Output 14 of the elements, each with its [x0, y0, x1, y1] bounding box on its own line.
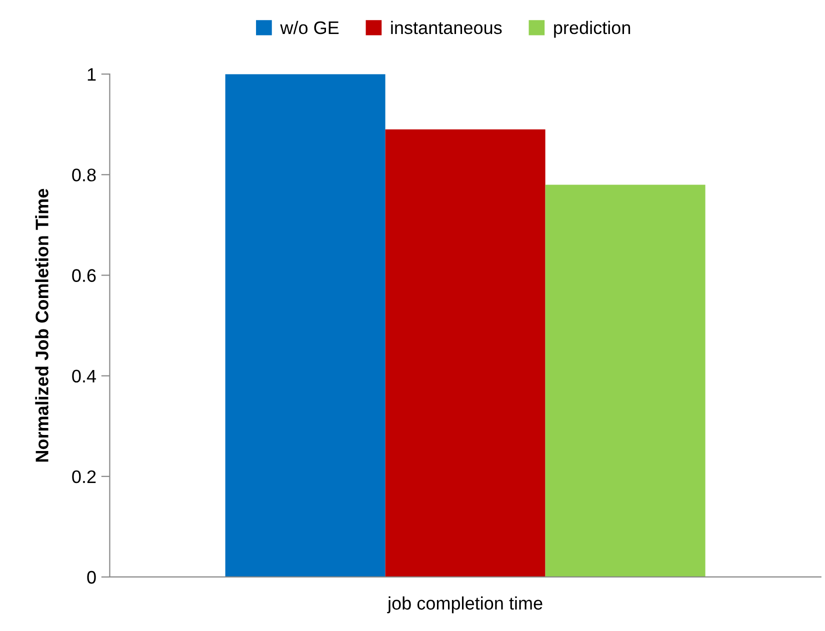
y-tick-label: 0.8 — [72, 168, 96, 182]
y-tick-label: 0.6 — [72, 269, 96, 282]
x-tick-label: job completion time — [387, 596, 542, 614]
bar — [225, 74, 386, 577]
legend-label: w/o GE — [280, 20, 339, 34]
y-tick-label: 0.2 — [72, 470, 96, 484]
bar — [545, 184, 706, 577]
legend-label: prediction — [554, 20, 630, 38]
y-tick-label: 0.4 — [72, 370, 96, 383]
y-tick-label: 0 — [87, 570, 96, 584]
legend-label: instantaneous — [391, 20, 502, 34]
y-axis-title: Normalized Job Comletion Time — [35, 188, 48, 462]
y-tick-label: 1 — [88, 68, 96, 81]
bar — [385, 129, 546, 577]
